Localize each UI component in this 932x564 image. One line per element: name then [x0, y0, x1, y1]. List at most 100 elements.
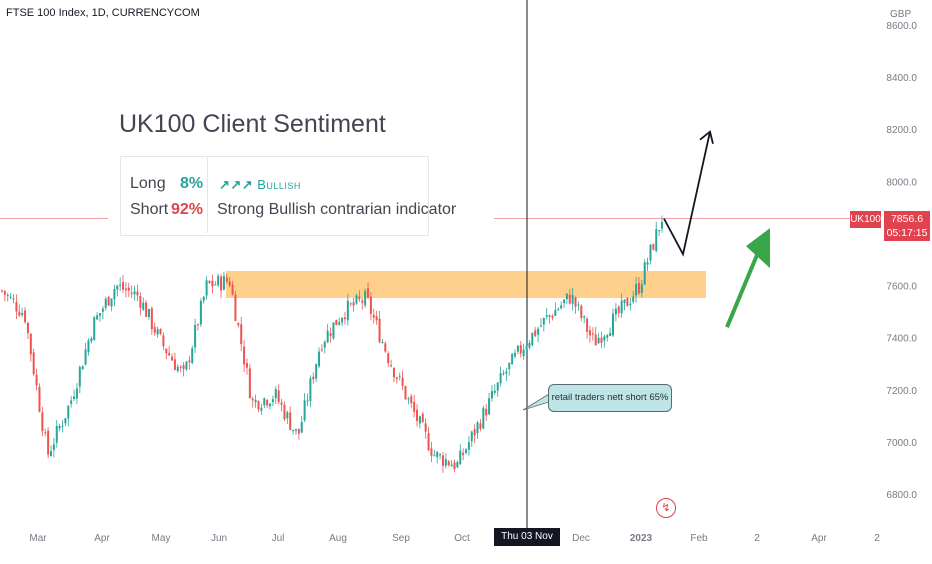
- candle-body: [254, 399, 257, 403]
- candle-body: [531, 332, 534, 345]
- candle-body: [649, 244, 652, 261]
- candle-body: [614, 308, 617, 315]
- candle-body: [473, 429, 476, 436]
- trend-arrows-icon: ↗↗↗: [219, 177, 254, 192]
- candle-body: [176, 366, 179, 372]
- x-tick-label: Oct: [454, 533, 470, 544]
- candle-body: [32, 352, 35, 375]
- candle-body: [38, 386, 41, 412]
- candle-body: [150, 308, 153, 330]
- candle-body: [462, 452, 465, 456]
- candle-body: [162, 335, 165, 347]
- candle-body: [142, 302, 145, 310]
- candle-body: [312, 376, 315, 380]
- y-tick-label: 7400.0: [886, 334, 917, 345]
- candle-body: [548, 315, 551, 317]
- candle-body: [179, 366, 182, 368]
- candle-body: [632, 296, 635, 302]
- candle-body: [482, 407, 485, 429]
- candle-body: [171, 356, 174, 361]
- candle-body: [26, 322, 29, 333]
- candle-body: [433, 455, 436, 457]
- price-axis: GBP8600.08400.08200.08000.07800.07600.07…: [886, 9, 917, 501]
- candle-body: [119, 284, 122, 286]
- candle-body: [309, 378, 312, 401]
- candle-body: [467, 442, 470, 450]
- black-projection-path: [663, 131, 711, 257]
- candle-body: [404, 385, 407, 400]
- x-tick-label: Apr: [94, 533, 110, 544]
- x-tick-label: Jun: [211, 533, 227, 544]
- x-tick-label: Mar: [29, 533, 47, 544]
- candle-body: [147, 309, 150, 317]
- candle-body: [90, 338, 93, 342]
- candle-body: [516, 345, 519, 352]
- candle-body: [600, 337, 603, 343]
- candle-body: [84, 349, 87, 365]
- candle-body: [456, 462, 459, 468]
- y-tick-label: 7000.0: [886, 438, 917, 449]
- candle-body: [395, 377, 398, 379]
- candle-body: [35, 374, 38, 386]
- candle-body: [358, 296, 361, 300]
- candle-body: [444, 459, 447, 466]
- candle-body: [430, 448, 433, 456]
- candle-body: [375, 316, 378, 321]
- candle-body: [539, 325, 542, 327]
- y-tick-label: 7600.0: [886, 282, 917, 293]
- signal-description: Strong Bullish contrarian indicator: [217, 201, 457, 218]
- candle-body: [563, 299, 566, 304]
- candle-body: [597, 337, 600, 344]
- candle-body: [652, 244, 655, 250]
- candle-body: [47, 430, 50, 455]
- candle-body: [378, 318, 381, 343]
- projection-arrows: [522, 130, 770, 411]
- long-label: Long: [130, 175, 166, 192]
- candle-body: [421, 413, 424, 423]
- candle-body: [655, 229, 658, 252]
- candle-body: [139, 296, 142, 308]
- time-axis: Mar Apr May Jun Jul Aug Sep Oct Dec 2023 Feb 2 Apr 2: [29, 533, 880, 544]
- candle-body: [637, 282, 640, 294]
- candle-body: [73, 396, 76, 399]
- candle-body: [113, 288, 116, 300]
- candle-body: [427, 433, 430, 451]
- candle-body: [185, 361, 188, 370]
- candle-body: [505, 371, 508, 374]
- candle-body: [87, 340, 90, 352]
- annotation-callout[interactable]: retail traders nett short 65%: [548, 384, 672, 412]
- candle-body: [349, 303, 352, 305]
- candle-body: [401, 377, 404, 386]
- candle-body: [646, 262, 649, 265]
- candle-body: [568, 294, 571, 304]
- candle-body: [551, 315, 554, 318]
- candle-body: [352, 302, 355, 306]
- candle-body: [191, 348, 194, 364]
- candle-body: [251, 398, 254, 401]
- candle-body: [188, 360, 191, 363]
- candle-body: [606, 335, 609, 338]
- candle-body: [211, 280, 214, 287]
- candle-body: [263, 398, 266, 406]
- y-tick-label: 7200.0: [886, 386, 917, 397]
- black-arrowhead: [699, 130, 714, 144]
- candle-body: [127, 287, 130, 291]
- candle-body: [222, 275, 225, 290]
- candle-body: [257, 401, 260, 410]
- candle-body: [528, 343, 531, 348]
- candle-body: [490, 391, 493, 399]
- candle-body: [439, 454, 442, 456]
- candle-body: [661, 221, 663, 229]
- candle-body: [335, 319, 338, 326]
- candle-body: [465, 449, 468, 454]
- candle-body: [41, 412, 44, 432]
- candle-body: [364, 290, 367, 306]
- candle-body: [124, 288, 127, 291]
- candle-body: [1, 290, 3, 292]
- candle-body: [323, 341, 326, 348]
- sentiment-title: UK100 Client Sentiment: [119, 110, 386, 138]
- candle-body: [640, 284, 643, 293]
- candle-body: [116, 285, 119, 290]
- price-chart[interactable]: GBP8600.08400.08200.08000.07800.07600.07…: [0, 0, 932, 550]
- lightning-icon[interactable]: ↯: [656, 498, 676, 518]
